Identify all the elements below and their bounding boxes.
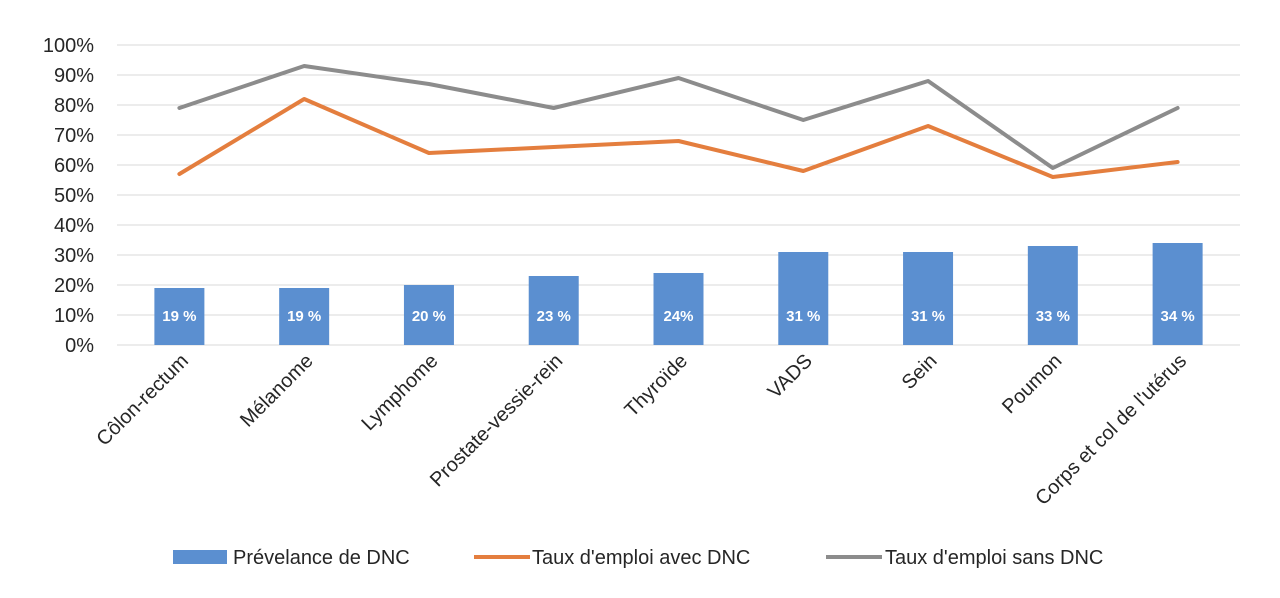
- legend-swatch: [173, 550, 227, 564]
- bar: [279, 288, 330, 345]
- y-axis-ticks: 0% 10% 20% 30% 40% 50% 60% 70% 80% 90% 100%: [43, 35, 94, 357]
- bar-data-label: 31 %: [786, 308, 820, 325]
- bar: [653, 273, 704, 345]
- x-axis-ticks: Côlon-rectum Mélanome LymphomeProstate-ves…: [92, 350, 1191, 510]
- x-tick-label: Prostate-vessie-rein: [426, 350, 567, 491]
- bar: [154, 288, 205, 345]
- x-tick-label: VADS: [764, 350, 817, 403]
- bar: [528, 276, 579, 345]
- bar-data-label: 24%: [663, 308, 693, 325]
- bar-series: [154, 243, 1203, 345]
- y-tick-label: 100%: [43, 35, 94, 57]
- x-tick-label: Sein: [898, 350, 942, 394]
- series-line: [177, 97, 1180, 179]
- bar: [778, 252, 829, 345]
- x-tick-label: Thyroïde: [621, 350, 692, 421]
- x-tick-label: Côlon-rectum: [92, 350, 192, 450]
- series-line: [177, 64, 1180, 170]
- bar-data-label: 31 %: [911, 308, 945, 325]
- legend-label: Prévelance de DNC: [233, 547, 410, 569]
- y-tick-label: 30%: [54, 245, 94, 267]
- legend-label: Taux d'emploi avec DNC: [532, 547, 750, 569]
- bar: [403, 285, 454, 345]
- bar: [903, 252, 954, 345]
- legend-label: Taux d'emploi sans DNC: [885, 547, 1103, 569]
- bar-data-label: 20 %: [412, 308, 446, 325]
- y-tick-label: 90%: [54, 65, 94, 87]
- bar-data-label: 33 %: [1036, 308, 1070, 325]
- y-tick-label: 0%: [65, 335, 94, 357]
- x-tick-label: Lymphome: [357, 350, 442, 435]
- bar-data-label: 34 %: [1161, 308, 1195, 325]
- bar-data-labels: 19 % 19 % 20 % 23 % 24% 31 % 31 % 33 % 34 %: [162, 308, 1194, 325]
- line-series: [177, 64, 1180, 179]
- y-tick-label: 40%: [54, 215, 94, 237]
- bar-data-label: 19 %: [162, 308, 196, 325]
- bar: [1027, 246, 1078, 345]
- y-tick-label: 10%: [54, 305, 94, 327]
- y-tick-label: 20%: [54, 275, 94, 297]
- y-tick-label: 60%: [54, 155, 94, 177]
- bar-data-label: 19 %: [287, 308, 321, 325]
- y-tick-label: 80%: [54, 95, 94, 117]
- y-tick-label: 70%: [54, 125, 94, 147]
- bar-data-label: 23 %: [537, 308, 571, 325]
- x-tick-label: Poumon: [998, 350, 1066, 418]
- bar: [1152, 243, 1203, 345]
- y-tick-label: 50%: [54, 185, 94, 207]
- x-tick-label: Mélanome: [236, 350, 318, 432]
- legend: Prévelance de DNC Taux d'emploi avec DNC T…: [173, 547, 1103, 569]
